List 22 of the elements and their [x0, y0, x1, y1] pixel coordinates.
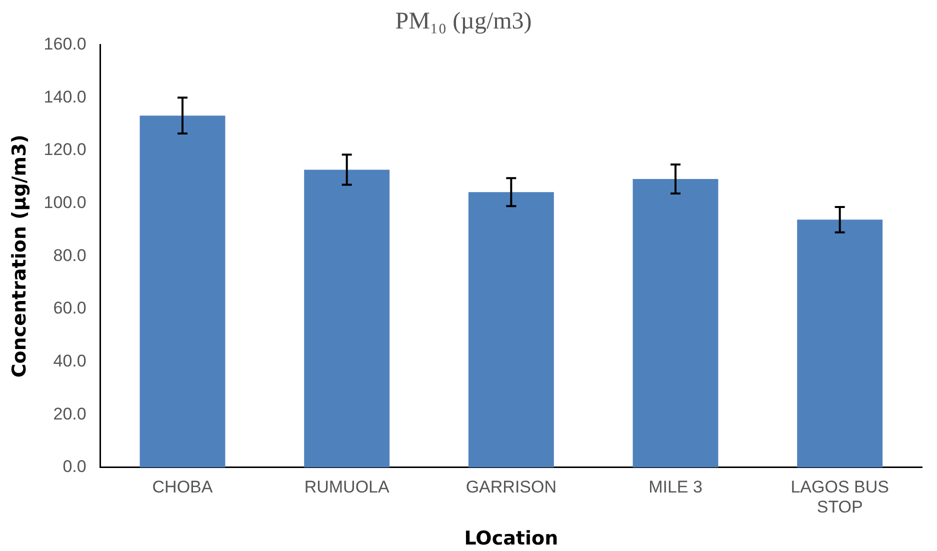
y-tick-label: 160.0 — [44, 34, 86, 54]
y-tick-label: 80.0 — [53, 246, 86, 265]
x-tick-label: RUMUOLA — [304, 477, 390, 496]
x-tick-label: LAGOS BUS STOP — [790, 477, 889, 517]
bar — [632, 178, 718, 468]
x-tick-label: GARRISON — [466, 477, 557, 496]
y-tick-label: 60.0 — [53, 298, 86, 318]
bar — [797, 220, 883, 468]
x-axis-title: LOcation — [464, 528, 558, 550]
bar — [304, 170, 390, 468]
y-tick-label: 120.0 — [44, 140, 86, 160]
y-tick-label: 0.0 — [62, 457, 86, 476]
y-tick-label: 100.0 — [44, 192, 86, 212]
y-tick-label: 140.0 — [44, 87, 86, 106]
x-tick-label: CHOBA — [152, 477, 214, 496]
chart-title: PM₁₀ (µg/m3) — [395, 8, 532, 35]
y-tick-label: 40.0 — [53, 351, 86, 370]
bar — [468, 192, 554, 468]
bar — [140, 116, 226, 468]
x-tick-label: MILE 3 — [648, 477, 702, 496]
y-tick-label: 20.0 — [53, 404, 86, 424]
y-axis-title: Concentration (µg/m3) — [8, 134, 30, 378]
